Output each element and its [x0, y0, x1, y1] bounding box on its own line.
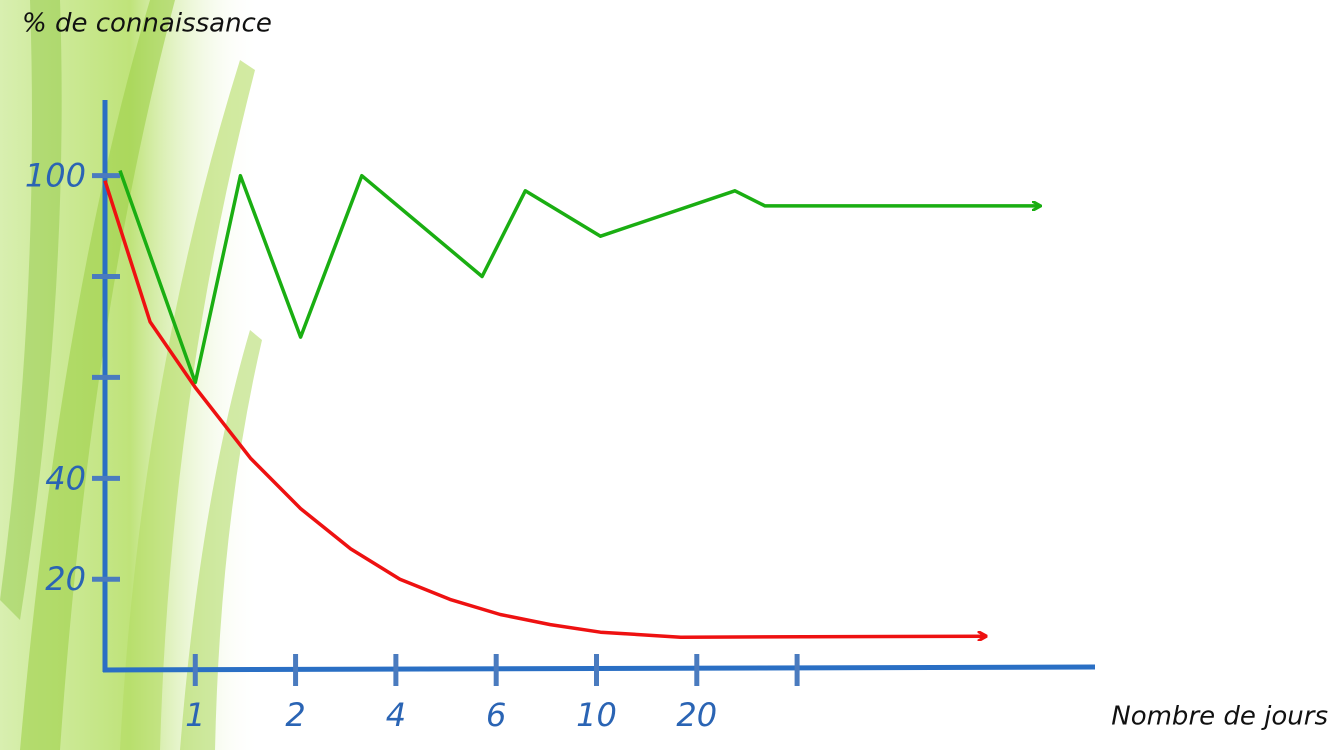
y-tick-label: 40 [45, 459, 86, 497]
series-line [118, 170, 1040, 385]
series-line [103, 180, 986, 638]
x-tick-label: 10 [576, 696, 617, 734]
y-tick-label: 100 [25, 157, 86, 195]
x-tick-label: 20 [676, 696, 717, 734]
x-tick-label: 2 [285, 696, 305, 734]
x-tick-label: 6 [486, 696, 506, 734]
x-axis-title: Nombre de jours [1111, 702, 1328, 732]
x-axis [102, 664, 1096, 673]
y-axis-title: % de connaissance [22, 9, 272, 39]
y-tick-label: 20 [45, 560, 86, 598]
x-tick-label: 1 [185, 696, 205, 734]
x-tick-label: 4 [386, 696, 406, 734]
grass-background [0, 0, 262, 750]
